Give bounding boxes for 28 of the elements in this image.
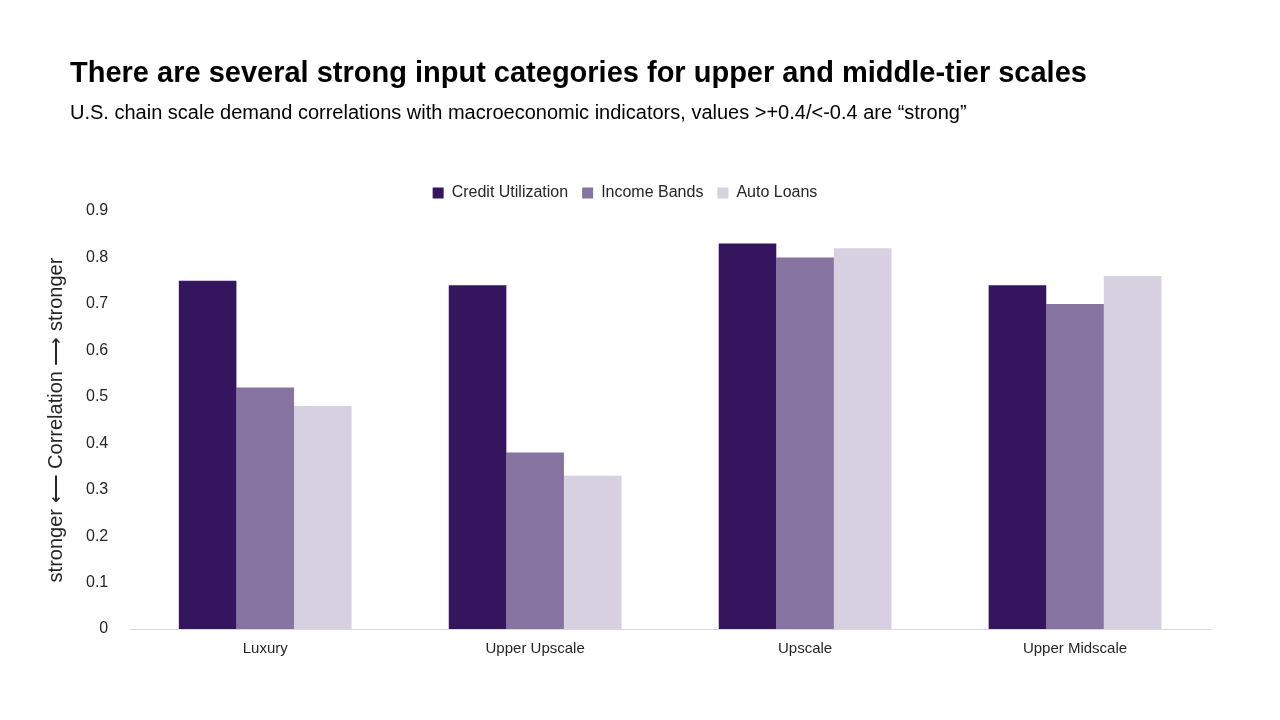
y-tick-label: 0: [99, 619, 109, 637]
y-tick-label: 0.3: [85, 480, 109, 498]
bar: [776, 257, 834, 629]
y-tick-label: 0.8: [85, 247, 109, 265]
bar: [448, 285, 507, 629]
legend-label: Auto Loans: [736, 183, 818, 201]
bar: [506, 452, 564, 629]
chart-title: There are several strong input categories for upper and middle-tier scales: [70, 56, 1087, 89]
y-tick-label: 0.6: [85, 340, 109, 358]
bar: [1046, 303, 1104, 629]
x-tick-label: Luxury: [242, 639, 289, 657]
y-axis-title: stronger ⟵ Correlation ⟶ stronger: [43, 257, 66, 583]
bar: [236, 387, 295, 629]
y-tick-label: 0.1: [85, 572, 109, 590]
y-tick-label: 0.4: [85, 433, 109, 451]
x-tick-label: Upper Upscale: [485, 639, 585, 657]
legend-label: Income Bands: [601, 183, 704, 201]
x-tick-label: Upper Midscale: [1022, 639, 1128, 657]
x-tick-label: Upscale: [777, 639, 833, 657]
bar: [988, 285, 1047, 629]
bar: [718, 243, 777, 629]
y-tick-label: 0.2: [85, 526, 109, 544]
legend-label: Credit Utilization: [451, 183, 569, 201]
y-tick-label: 0.9: [85, 201, 109, 219]
y-tick-label: 0.5: [85, 387, 109, 405]
bar: [178, 280, 237, 629]
y-tick-label: 0.7: [85, 294, 109, 312]
chart-subtitle: U.S. chain scale demand correlations with macroeconomic indicators, values >+0.4/<-0.4 are “strong”: [70, 101, 967, 124]
